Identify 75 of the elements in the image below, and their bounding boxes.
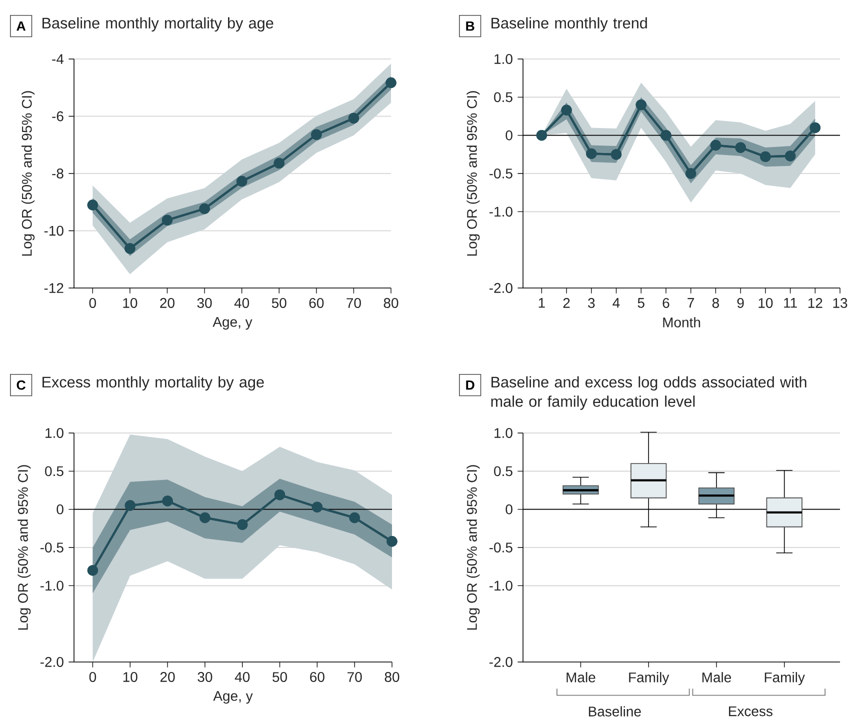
y-tick-label: -1.0 — [489, 206, 512, 217]
y-tick-label: 0.5 — [45, 466, 64, 476]
x-tick-label: 60 — [309, 298, 324, 308]
x-tick-label: 5 — [638, 298, 644, 308]
y-tick-label: 0 — [56, 504, 64, 514]
y-tick-label: -2.0 — [40, 657, 64, 667]
y-axis-title: Log OR (50% and 95% CI) — [22, 91, 35, 256]
y-tick-label: -1.0 — [40, 580, 64, 591]
x-tick-label: 0 — [89, 672, 96, 682]
text: B — [466, 21, 474, 31]
x-tick-label: 4 — [612, 298, 620, 308]
chart-title: Excess monthly mortality by age — [42, 376, 264, 391]
x-axis-title: Age, y — [213, 691, 253, 704]
x-tick-label: 2 — [563, 298, 570, 308]
y-tick-label: 1.0 — [494, 54, 512, 64]
chart-title: Baseline monthly mortality by age — [42, 17, 274, 32]
x-tick-label: 50 — [272, 298, 286, 308]
text: D — [466, 380, 474, 390]
x-tick-label: 80 — [384, 298, 398, 308]
x-tick-label: 9 — [737, 298, 744, 308]
y-tick-label: -8 — [52, 168, 64, 178]
y-tick-label: -10 — [44, 226, 64, 236]
x-tick-label: 13 — [833, 298, 848, 308]
chart-title: Baseline monthly trend — [492, 17, 647, 32]
x-tick-label: 60 — [310, 672, 324, 682]
y-tick-label: -4 — [52, 54, 64, 64]
x-tick-label: 10 — [758, 298, 773, 308]
y-tick-label: 1.0 — [46, 428, 64, 438]
x-tick-label: 12 — [808, 298, 822, 308]
x-tick-label: 0 — [89, 298, 96, 308]
y-tick-label: -2.0 — [489, 657, 512, 667]
y-tick-label: -6 — [52, 111, 64, 122]
y-tick-label: -0.5 — [489, 542, 512, 552]
x-tick-label: 10 — [123, 672, 138, 682]
y-tick-label: -1.0 — [489, 580, 512, 591]
x-tick-label: 40 — [234, 298, 250, 308]
y-tick-label: -2.0 — [489, 283, 512, 293]
x-tick-label: 8 — [712, 298, 719, 308]
x-tick-label: 70 — [348, 672, 362, 682]
x-tick-label: 70 — [346, 298, 361, 308]
x-tick-label: 30 — [197, 298, 212, 308]
y-tick-label: -12 — [44, 283, 64, 293]
x-tick-label: Family — [629, 672, 670, 686]
y-tick-label: 1.0 — [494, 428, 512, 438]
x-tick-label: 3 — [588, 298, 595, 308]
text: Baseline — [588, 706, 641, 716]
y-tick-label: 0.5 — [494, 466, 512, 476]
x-axis-title: Month — [663, 317, 700, 328]
y-axis-title: Log OR (50% and 95% CI) — [466, 91, 480, 256]
text: C — [16, 380, 26, 390]
x-tick-label: 1 — [538, 298, 545, 308]
y-tick-label: 0.5 — [494, 92, 512, 102]
x-axis-title: Age, y — [212, 317, 252, 330]
x-tick-label: 20 — [160, 298, 174, 308]
x-tick-label: 10 — [123, 298, 138, 308]
x-tick-label: 6 — [662, 298, 670, 308]
x-tick-label: 11 — [784, 298, 797, 308]
text: A — [16, 21, 26, 31]
x-tick-label: Family — [764, 672, 805, 686]
x-tick-label: Male — [566, 672, 596, 682]
y-axis-title: Log OR (50% and 95% CI) — [466, 465, 480, 630]
y-tick-label: 0 — [506, 504, 512, 514]
x-tick-label: 7 — [688, 298, 694, 308]
x-tick-label: Male — [702, 672, 731, 682]
y-axis-title: Log OR (50% and 95% CI) — [18, 465, 31, 630]
x-tick-label: 20 — [160, 672, 175, 682]
x-tick-label: 40 — [234, 672, 250, 682]
y-tick-label: 0 — [506, 130, 512, 140]
text: Excess — [728, 706, 772, 716]
x-tick-label: 30 — [198, 672, 212, 682]
x-tick-label: 80 — [384, 672, 400, 682]
chart-title: Baseline and excess log odds associated with male or family education level — [491, 376, 806, 410]
y-tick-label: -0.5 — [40, 542, 64, 552]
y-tick-label: -0.5 — [489, 168, 512, 178]
x-tick-label: 50 — [272, 672, 287, 682]
